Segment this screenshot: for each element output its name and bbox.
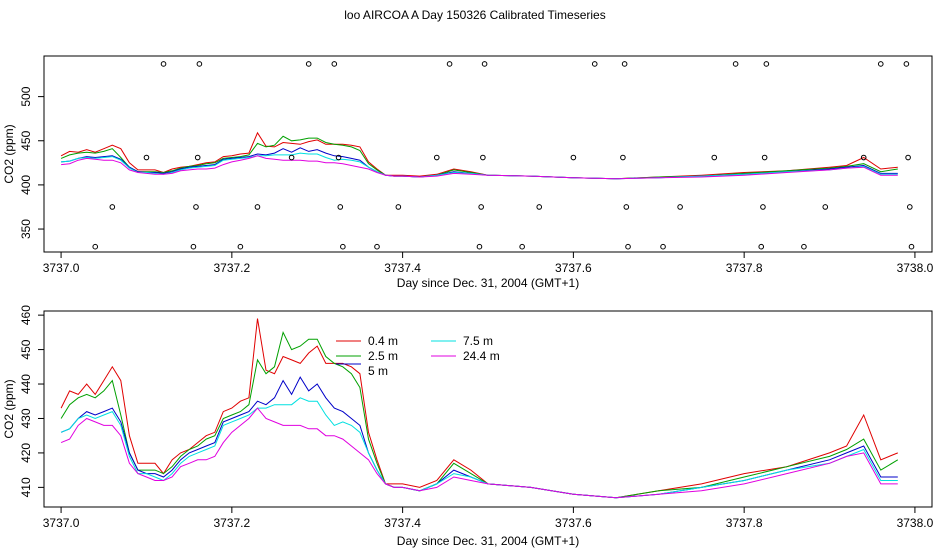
top-marker-point (331, 61, 338, 67)
legend-label: 5 m (368, 364, 388, 378)
top-marker-point (337, 204, 344, 210)
top-marker-point (305, 61, 312, 67)
top-marker-point (335, 154, 342, 161)
top-marker-point (374, 243, 380, 250)
bottom-y-axis-label: CO2 (ppm) (2, 379, 16, 438)
bottom-x-axis: 3737.0 3737.2 3737.4 3737.6 3737.8 3738.0 (43, 507, 934, 530)
top-marker-point (481, 61, 488, 67)
top-marker-point (193, 204, 199, 210)
top-marker-point (160, 61, 167, 67)
top-marker-point (623, 204, 630, 210)
bottom-y-tick-label: 430 (19, 408, 33, 428)
bottom-y-tick-label: 450 (19, 339, 33, 359)
top-panel: 3737.0 3737.2 3737.4 3737.6 3737.8 3738.0 350… (2, 55, 934, 290)
top-marker-point (625, 243, 631, 250)
top-marker-point (254, 204, 261, 210)
top-marker-point (877, 61, 884, 67)
top-marker-point (822, 204, 829, 210)
top-marker-point (570, 154, 577, 161)
legend-label: 0.4 m (368, 334, 398, 348)
top-y-axis: 350 400 450 500 (19, 86, 44, 239)
top-marker-point (446, 61, 453, 67)
bottom-y-tick-label: 440 (19, 374, 33, 394)
top-marker-point (908, 243, 915, 250)
top-marker-point (758, 243, 765, 250)
top-marker-point (761, 154, 768, 161)
top-marker-point (476, 243, 483, 250)
bottom-series-line-7-5-m (60, 397, 898, 499)
bottom-x-tick-label: 3737.0 (43, 516, 80, 530)
top-marker-point (860, 154, 867, 161)
top-marker-point (194, 154, 201, 161)
top-x-tick-label: 3737.2 (213, 261, 250, 275)
top-marker-point (621, 61, 628, 67)
top-marker-point (237, 243, 244, 250)
bottom-series-line-24-4-m (60, 407, 898, 499)
legend-label: 2.5 m (368, 349, 398, 363)
top-marker-point (907, 204, 913, 210)
bottom-x-axis-label: Day since Dec. 31, 2004 (GMT+1) (397, 534, 579, 548)
top-marker-point (760, 204, 766, 210)
bottom-series-group (60, 318, 899, 499)
top-marker-point (109, 204, 116, 210)
bottom-y-axis: 410 420 430 440 450 460 (19, 305, 44, 497)
bottom-y-tick-label: 410 (19, 477, 33, 497)
bottom-x-tick-label: 3738.0 (897, 516, 934, 530)
top-marker-point (433, 154, 440, 161)
bottom-x-tick-label: 3737.2 (213, 516, 250, 530)
top-marker-point (905, 154, 911, 161)
top-series-group (60, 131, 898, 180)
top-marker-point (190, 243, 197, 250)
top-marker-point (763, 61, 770, 67)
top-x-tick-label: 3738.0 (897, 261, 934, 275)
top-y-tick-label: 350 (19, 219, 33, 239)
top-marker-point (536, 204, 543, 210)
top-x-axis-label: Day since Dec. 31, 2004 (GMT+1) (397, 276, 579, 290)
top-marker-point (395, 204, 402, 210)
top-marker-point (591, 61, 598, 67)
top-marker-point (677, 204, 683, 210)
top-x-tick-label: 3737.8 (726, 261, 763, 275)
legend-label: 7.5 m (463, 334, 493, 348)
bottom-y-tick-label: 460 (19, 305, 33, 325)
top-x-tick-label: 3737.6 (555, 261, 592, 275)
top-marker-point (340, 243, 346, 250)
top-marker-point (903, 61, 910, 67)
chart-title: loo AIRCOA A Day 150326 Calibrated Times… (344, 8, 605, 22)
top-marker-point (288, 154, 295, 161)
top-marker-point (478, 204, 484, 210)
top-y-tick-label: 450 (19, 130, 33, 150)
bottom-panel: 3737.0 3737.2 3737.4 3737.6 3737.8 3738.0 410… (2, 305, 934, 548)
top-marker-point (143, 154, 150, 161)
top-marker-point (92, 243, 99, 250)
top-y-tick-label: 400 (19, 175, 33, 195)
bottom-y-tick-label: 420 (19, 443, 33, 463)
top-y-axis-label: CO2 (ppm) (2, 124, 16, 183)
top-marker-point (480, 154, 486, 161)
top-series-line-24-4-m (61, 155, 898, 180)
bottom-legend: 0.4 m2.5 m5 m 7.5 m24.4 m (336, 334, 500, 378)
bottom-x-tick-label: 3737.6 (555, 516, 592, 530)
top-marker-point (801, 243, 807, 250)
top-plot-frame (43, 55, 933, 253)
top-marker-point (620, 154, 626, 161)
bottom-series-line-5-m (60, 376, 898, 499)
top-y-tick-label: 500 (19, 86, 33, 106)
bottom-x-tick-label: 3737.8 (726, 516, 763, 530)
top-marker-point (196, 61, 203, 67)
top-marker-point (519, 243, 525, 250)
top-marker-group (92, 61, 915, 250)
top-marker-point (732, 61, 739, 67)
top-marker-point (660, 243, 666, 250)
bottom-x-tick-label: 3737.4 (384, 516, 421, 530)
top-marker-point (711, 154, 718, 161)
top-x-tick-label: 3737.4 (384, 261, 421, 275)
legend-label: 24.4 m (463, 349, 500, 363)
bottom-plot-frame (43, 310, 933, 508)
top-x-axis: 3737.0 3737.2 3737.4 3737.6 3737.8 3738.0 (43, 252, 934, 275)
top-x-tick-label: 3737.0 (43, 261, 80, 275)
